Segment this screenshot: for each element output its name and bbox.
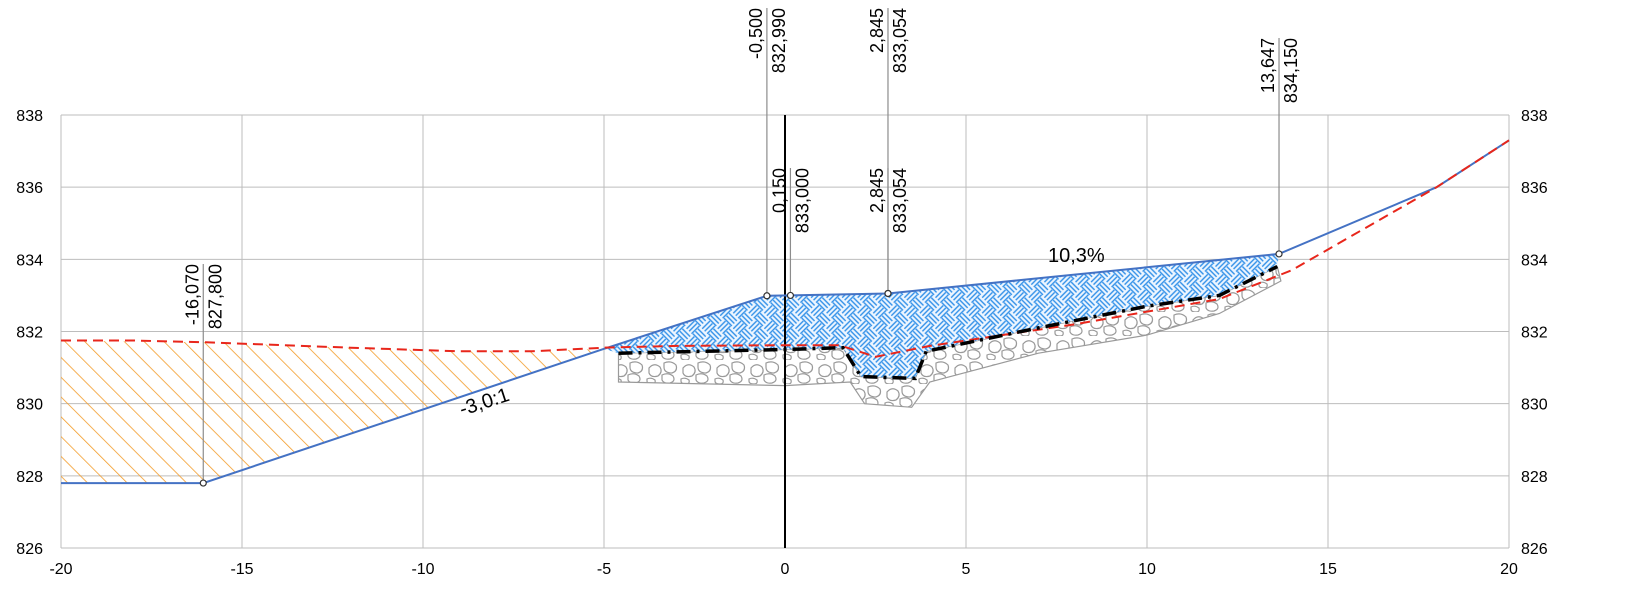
x-tick-label: -15 <box>230 561 253 578</box>
x-tick-label: 5 <box>962 561 971 578</box>
annotation-elevation: 833,054 <box>890 8 910 73</box>
annotation-offset: 2,845 <box>867 168 887 213</box>
annotations: -0,500 832,990 2,845 833,054 13,647 834,1500,… <box>182 8 1301 487</box>
x-tick-label: 15 <box>1319 561 1337 578</box>
pavement-region <box>604 253 1279 379</box>
y-tick-label-left: 834 <box>16 252 43 269</box>
y-tick-label-right: 830 <box>1521 397 1548 414</box>
hatched-regions <box>61 253 1282 484</box>
y-tick-label-right: 838 <box>1521 108 1548 125</box>
y-tick-label-left: 838 <box>16 108 43 125</box>
y-tick-label-right: 826 <box>1521 541 1548 558</box>
x-tick-label: 10 <box>1138 561 1156 578</box>
y-tick-label-left: 826 <box>16 541 43 558</box>
annotation-point <box>884 289 892 298</box>
crossfall-label: 10,3% <box>1048 245 1105 267</box>
y-tick-label-right: 836 <box>1521 180 1548 197</box>
y-tick-label-right: 834 <box>1521 252 1548 269</box>
x-tick-label: 20 <box>1500 561 1518 578</box>
x-tick-label: -20 <box>49 561 72 578</box>
y-tick-label-left: 832 <box>16 325 43 342</box>
axis-ticks: -20 -15 -10 -5 0 5 10 15 20826828830832834836838… <box>16 108 1548 578</box>
annotation-point <box>1275 250 1283 258</box>
y-tick-label-left: 828 <box>16 469 43 486</box>
existing-ground-line <box>61 139 1510 358</box>
annotation-point <box>199 479 207 487</box>
annotation-offset: -0,500 <box>746 8 766 59</box>
annotation-point <box>763 292 771 300</box>
y-tick-label-right: 832 <box>1521 325 1548 342</box>
annotation-elevation: 834,150 <box>1281 38 1301 103</box>
annotation-elevation: 833,054 <box>890 168 910 233</box>
annotation-offset: -16,070 <box>182 264 202 325</box>
annotation-elevation: 827,800 <box>205 264 225 329</box>
annotation-point <box>786 291 795 300</box>
x-tick-label: -5 <box>597 561 611 578</box>
x-tick-label: -10 <box>411 561 434 578</box>
y-tick-label-left: 830 <box>16 397 43 414</box>
y-tick-label-right: 828 <box>1521 469 1548 486</box>
annotation-offset: 2,845 <box>867 8 887 53</box>
annotation-elevation: 832,990 <box>769 8 789 73</box>
x-tick-label: 0 <box>781 561 790 578</box>
annotation-elevation: 833,000 <box>792 168 812 233</box>
fill-region <box>61 340 604 484</box>
annotation-offset: 0,150 <box>769 168 789 213</box>
y-tick-label-left: 836 <box>16 180 43 197</box>
subgrade-line <box>618 265 1279 381</box>
annotation-offset: 13,647 <box>1258 38 1278 93</box>
